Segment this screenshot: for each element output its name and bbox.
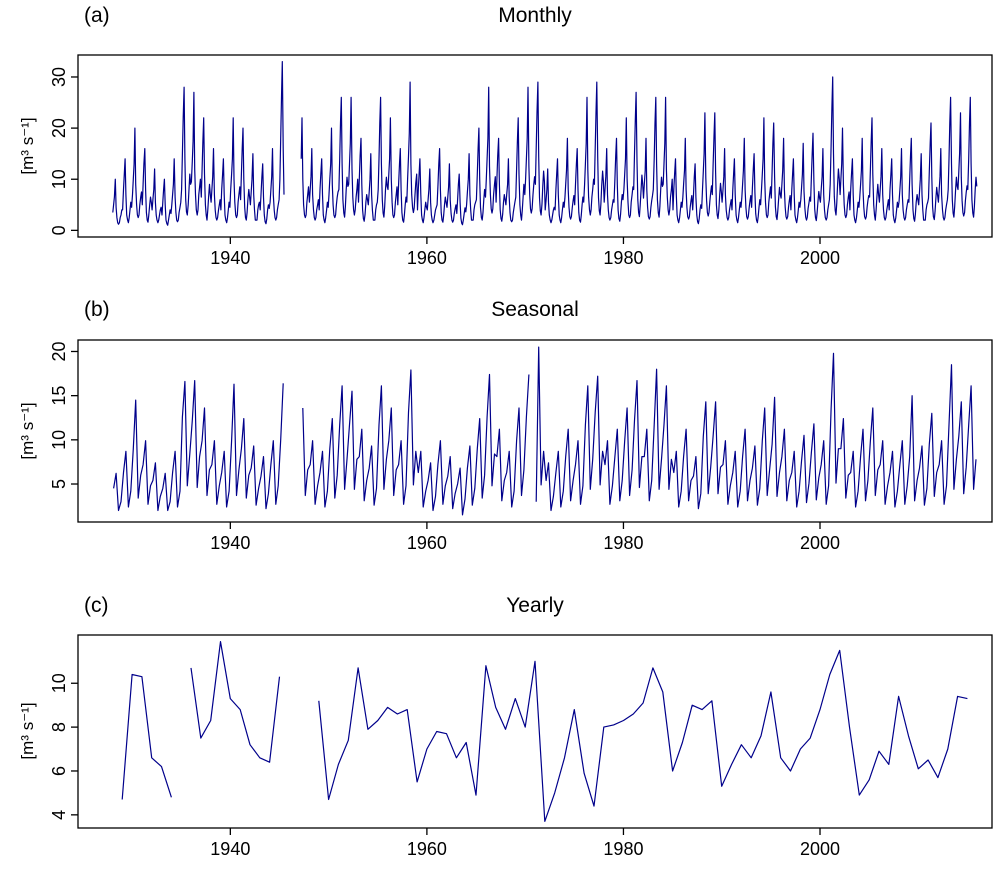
svg-text:2000: 2000 xyxy=(800,839,840,859)
panel-yearly: (c) Yearly [m³ s⁻¹] 1940 1960 1980 2000 4 6 8 1… xyxy=(0,580,1003,871)
svg-text:20: 20 xyxy=(49,118,69,138)
svg-text:8: 8 xyxy=(49,722,69,732)
svg-text:4: 4 xyxy=(49,810,69,820)
svg-text:2000: 2000 xyxy=(800,248,840,268)
panel-title-yearly: Yearly xyxy=(506,594,564,617)
svg-text:1980: 1980 xyxy=(603,533,643,553)
panel-title-monthly: Monthly xyxy=(498,4,572,27)
svg-text:10: 10 xyxy=(49,673,69,693)
svg-text:10: 10 xyxy=(49,169,69,189)
monthly-line-chart: 1940 1960 1980 2000 0 10 20 30 xyxy=(49,54,993,268)
svg-text:1980: 1980 xyxy=(603,839,643,859)
yearly-line-chart: 1940 1960 1980 2000 4 6 8 10 xyxy=(49,634,993,859)
panel-label-c: (c) xyxy=(84,594,109,617)
svg-text:5: 5 xyxy=(49,479,69,489)
panel-monthly: (a) Monthly [m³ s⁻¹] 1940 1960 1980 2000 0 10… xyxy=(0,0,1003,290)
svg-text:2000: 2000 xyxy=(800,533,840,553)
seasonal-line-chart: 1940 1960 1980 2000 5 10 15 20 xyxy=(49,339,993,553)
svg-text:6: 6 xyxy=(49,766,69,776)
svg-text:1960: 1960 xyxy=(407,839,447,859)
svg-text:1960: 1960 xyxy=(407,533,447,553)
panel-label-a: (a) xyxy=(84,4,110,27)
svg-text:15: 15 xyxy=(49,386,69,406)
panel-title-seasonal: Seasonal xyxy=(491,298,579,321)
svg-text:1980: 1980 xyxy=(603,248,643,268)
svg-text:1940: 1940 xyxy=(210,248,250,268)
svg-text:0: 0 xyxy=(49,225,69,235)
svg-text:1960: 1960 xyxy=(407,248,447,268)
svg-text:30: 30 xyxy=(49,67,69,87)
panel-seasonal: (b) Seasonal [m³ s⁻¹] 1940 1960 1980 2000 5 1… xyxy=(0,290,1003,580)
svg-text:10: 10 xyxy=(49,430,69,450)
svg-text:20: 20 xyxy=(49,341,69,361)
panel-label-b: (b) xyxy=(84,298,110,321)
svg-text:1940: 1940 xyxy=(210,533,250,553)
svg-text:1940: 1940 xyxy=(210,839,250,859)
